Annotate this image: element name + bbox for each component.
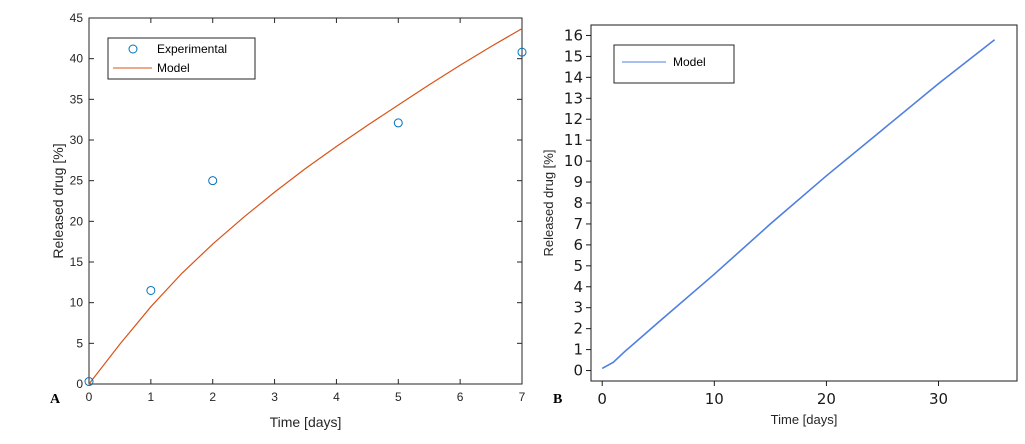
y-tick-label: 9 (573, 173, 583, 191)
x-tick-label: 6 (457, 390, 464, 404)
data-point-experimental (393, 118, 403, 128)
x-tick-label: 30 (929, 390, 948, 408)
y-tick-label: 8 (573, 194, 583, 212)
y-tick-label: 40 (70, 52, 84, 66)
y-tick-label: 25 (70, 174, 84, 188)
legend-label-model-b: Model (673, 55, 706, 69)
x-tick-label: 2 (209, 390, 216, 404)
x-tick-label: 3 (271, 390, 278, 404)
panel-b-letter: B (553, 392, 562, 407)
y-tick-label: 13 (564, 89, 583, 107)
y-tick-label: 10 (564, 152, 583, 170)
y-tick-label: 1 (573, 341, 583, 359)
panel-b-plot-area (601, 39, 996, 370)
data-point-experimental (517, 47, 527, 57)
y-tick-label: 4 (573, 278, 583, 296)
data-point-experimental (146, 285, 156, 295)
y-tick-label: 16 (564, 26, 583, 44)
y-tick-label: 15 (70, 255, 84, 269)
x-tick-label: 20 (817, 390, 836, 408)
panel-a-x-axis-label: Time [days] (270, 414, 342, 430)
x-tick-label: 1 (148, 390, 155, 404)
legend-marker-experimental (128, 44, 138, 54)
y-tick-label: 0 (573, 362, 583, 380)
x-tick-label: 0 (597, 390, 607, 408)
panel-a-plot-area (84, 28, 527, 387)
y-tick-label: 0 (76, 377, 83, 391)
series-line-model-b (601, 39, 996, 370)
y-tick-label: 2 (573, 320, 583, 338)
panel-b-legend-box (613, 44, 735, 84)
y-tick-label: 12 (564, 110, 583, 128)
y-tick-label: 11 (564, 131, 583, 149)
y-tick-label: 14 (564, 68, 583, 86)
panel-a-y-axis-label: Released drug [%] (50, 143, 66, 258)
y-tick-label: 20 (70, 214, 84, 228)
panel-b-y-axis-label: Released drug [%] (541, 150, 556, 257)
y-tick-label: 6 (573, 236, 583, 254)
data-point-experimental (208, 176, 218, 186)
y-tick-label: 5 (573, 257, 583, 275)
panel-a-letter: A (50, 392, 61, 407)
panel-b-legend: Model (613, 44, 735, 84)
x-tick-label: 5 (395, 390, 402, 404)
panel-a-legend: Experimental Model (107, 37, 256, 80)
y-tick-label: 7 (573, 215, 583, 233)
y-tick-label: 3 (573, 299, 583, 317)
y-tick-label: 5 (76, 336, 83, 350)
y-tick-label: 15 (564, 47, 583, 65)
legend-label-model: Model (157, 61, 190, 75)
series-line-model (88, 28, 523, 385)
data-point-experimental (84, 377, 94, 387)
y-tick-label: 30 (70, 133, 84, 147)
x-tick-label: 10 (705, 390, 724, 408)
y-tick-label: 35 (70, 92, 84, 106)
y-tick-label: 45 (70, 11, 84, 25)
x-tick-label: 7 (519, 390, 526, 404)
x-tick-label: 4 (333, 390, 340, 404)
panel-b-x-axis-label: Time [days] (771, 412, 838, 427)
x-tick-label: 0 (86, 390, 93, 404)
legend-label-experimental: Experimental (157, 42, 227, 56)
y-tick-label: 10 (70, 296, 84, 310)
